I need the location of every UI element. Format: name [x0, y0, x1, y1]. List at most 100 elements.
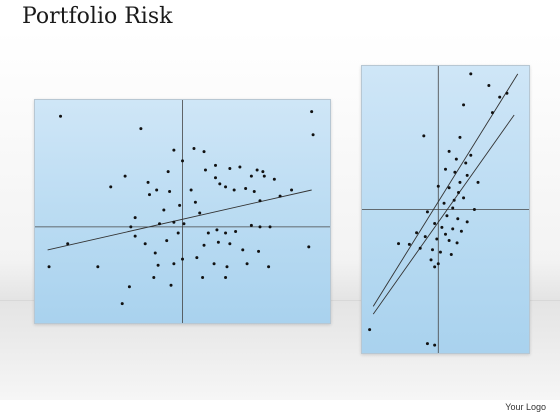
data-point [267, 265, 271, 269]
data-point [216, 240, 220, 244]
data-point [262, 174, 266, 178]
data-point [465, 220, 469, 224]
data-point [442, 201, 446, 205]
data-point [241, 248, 245, 252]
data-point [422, 134, 426, 138]
data-point [278, 194, 282, 198]
data-point [310, 110, 314, 114]
data-point [218, 182, 222, 186]
data-point [462, 196, 466, 200]
data-point [245, 262, 249, 266]
data-point [447, 149, 451, 153]
data-point [234, 229, 238, 233]
data-point [178, 203, 182, 207]
data-point [109, 185, 113, 189]
data-point [252, 190, 256, 194]
data-point [455, 241, 459, 245]
data-point [311, 133, 315, 137]
data-point [66, 242, 70, 246]
data-point [224, 231, 228, 235]
data-point [202, 243, 206, 247]
data-point [458, 135, 462, 139]
data-point [433, 221, 437, 225]
data-point [438, 250, 442, 254]
data-point [472, 208, 476, 211]
data-point [168, 190, 172, 194]
data-point [238, 165, 242, 169]
data-point [182, 222, 186, 226]
data-point [433, 343, 437, 347]
data-point [469, 72, 473, 76]
data-point [162, 208, 166, 212]
data-point [454, 157, 458, 161]
data-point [152, 276, 156, 280]
data-point [203, 168, 207, 172]
data-point [451, 206, 455, 210]
data-point [120, 302, 124, 306]
data-point [465, 173, 469, 177]
data-point [133, 234, 137, 238]
data-point [436, 184, 440, 188]
data-point [433, 265, 437, 269]
data-point [418, 246, 422, 250]
data-point [407, 242, 411, 246]
data-point [444, 167, 447, 171]
data-point [249, 223, 253, 227]
data-point [487, 84, 491, 87]
data-point [181, 257, 184, 261]
data-point [458, 180, 462, 184]
data-point [457, 190, 461, 194]
data-point [425, 342, 429, 346]
data-point [459, 229, 463, 233]
data-point [195, 256, 199, 260]
data-point [139, 127, 143, 131]
scatter-panel-wide [34, 99, 331, 324]
data-point [228, 167, 232, 170]
data-point [272, 177, 276, 181]
data-point [155, 188, 159, 192]
data-point [225, 265, 229, 269]
data-point [172, 220, 176, 224]
data-point [436, 262, 440, 266]
data-point [214, 176, 218, 180]
data-point [476, 180, 480, 184]
data-point [453, 170, 457, 174]
data-point [397, 242, 401, 246]
data-point [498, 95, 502, 99]
data-point [228, 242, 232, 246]
data-point [244, 186, 248, 190]
data-point [445, 214, 449, 218]
data-point [505, 91, 509, 95]
data-point [490, 111, 494, 115]
data-point [452, 198, 456, 202]
data-point [156, 263, 160, 267]
data-point [198, 211, 202, 215]
logo-placeholder: Your Logo [505, 402, 546, 412]
data-point [147, 193, 151, 197]
data-point [255, 168, 259, 172]
data-point [423, 235, 427, 239]
data-point [47, 265, 51, 269]
data-point [201, 276, 205, 280]
data-point [206, 231, 210, 235]
data-point [212, 262, 216, 266]
data-point [447, 239, 451, 242]
data-point [444, 232, 447, 236]
data-point [462, 103, 466, 107]
data-point [447, 186, 451, 190]
data-point [224, 276, 228, 280]
data-point [249, 174, 253, 178]
data-point [430, 248, 434, 252]
data-point [123, 174, 127, 178]
data-point [290, 188, 294, 192]
data-point [166, 170, 170, 174]
data-point [172, 262, 176, 266]
data-point [307, 245, 311, 249]
data-point [202, 150, 206, 154]
data-point [258, 199, 262, 203]
data-point [165, 239, 169, 243]
data-point [440, 225, 444, 229]
data-point [224, 185, 228, 189]
data-point [172, 148, 176, 152]
scatter-chart-wide [35, 100, 330, 323]
